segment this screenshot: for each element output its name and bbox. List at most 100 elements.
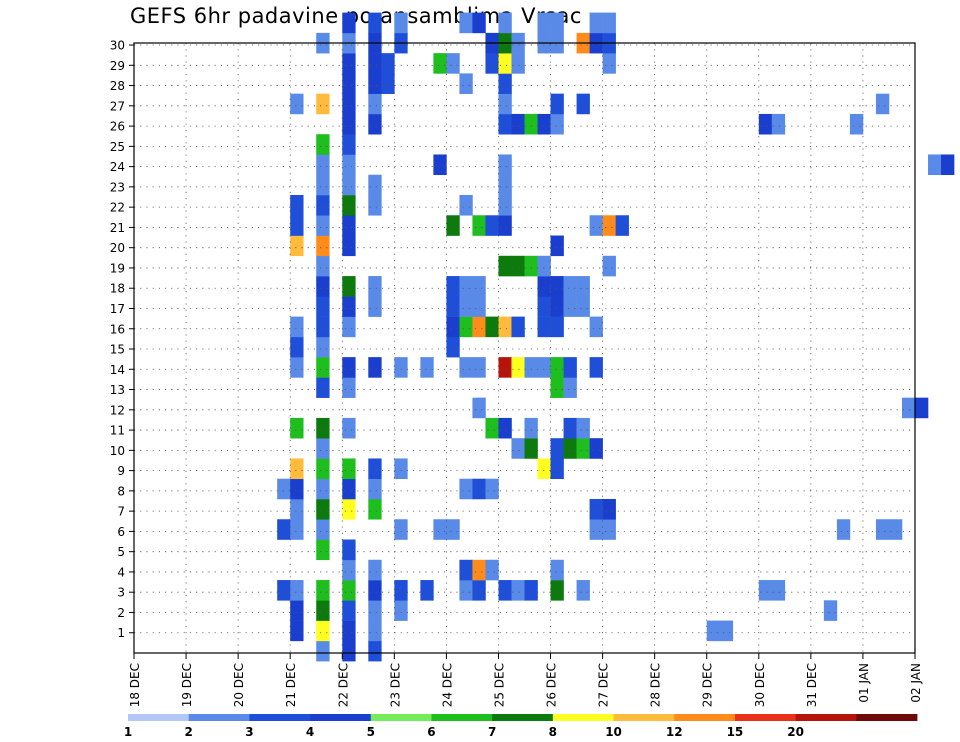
heatmap-cell (316, 478, 330, 500)
heatmap-cell (602, 519, 616, 540)
heatmap-cell (498, 93, 512, 115)
heatmap-cell (485, 316, 499, 338)
heatmap-cell (524, 357, 538, 378)
y-tick-label: 8 (117, 484, 125, 498)
heatmap-cell (381, 53, 395, 74)
heatmap-cell (290, 600, 304, 621)
heatmap-cell (368, 53, 382, 74)
heatmap-cells (277, 12, 955, 662)
heatmap-cell (498, 174, 512, 196)
heatmap-cell (277, 519, 291, 540)
heatmap-cell (511, 113, 525, 135)
heatmap-cell (941, 154, 955, 176)
heatmap-cell (498, 113, 512, 135)
heatmap-cell (368, 600, 382, 621)
y-tick-label: 20 (110, 241, 125, 255)
heatmap-cell (550, 276, 564, 297)
colorbar-label: 12 (666, 725, 683, 739)
y-tick-label: 12 (110, 403, 125, 417)
heatmap-cell (368, 93, 382, 115)
heatmap-cell (316, 336, 330, 358)
heatmap-cell (368, 12, 382, 34)
heatmap-cell (459, 296, 473, 317)
y-tick-label: 25 (110, 140, 125, 154)
heatmap-cell (602, 498, 616, 520)
heatmap-cell (316, 134, 330, 155)
heatmap-cell (316, 357, 330, 378)
heatmap-cell (459, 276, 473, 297)
heatmap-cell (576, 93, 590, 115)
heatmap-cell (446, 296, 460, 317)
y-tick-label: 28 (110, 79, 125, 93)
colorbar-swatch (613, 714, 675, 721)
heatmap-cell (602, 12, 616, 34)
heatmap-cell (290, 336, 304, 358)
heatmap-cell (589, 215, 603, 236)
heatmap-cell (563, 276, 577, 297)
heatmap-cell (316, 417, 330, 439)
heatmap-cell (446, 336, 460, 358)
heatmap-cell (589, 498, 603, 520)
heatmap-cell (316, 235, 330, 257)
y-tick-label: 1 (117, 626, 125, 640)
y-tick-label: 21 (110, 221, 125, 235)
x-tick-label: 27 DEC (597, 663, 611, 707)
heatmap-cell (901, 397, 916, 419)
colorbar-swatch (795, 714, 857, 721)
heatmap-cell (433, 519, 447, 540)
heatmap-cell (459, 580, 473, 601)
heatmap-cell (342, 113, 356, 135)
heatmap-cell (472, 397, 486, 419)
heatmap-cell (537, 113, 551, 135)
heatmap-cell (472, 276, 486, 297)
x-tick-label: 26 DEC (545, 663, 559, 707)
heatmap-cell (615, 215, 629, 236)
heatmap-cell (316, 93, 330, 115)
heatmap-cell (381, 73, 395, 94)
heatmap-cell (511, 580, 525, 601)
heatmap-cell (485, 417, 499, 439)
heatmap-cell (576, 438, 590, 459)
heatmap-cell (550, 357, 564, 378)
heatmap-cell (342, 194, 356, 216)
heatmap-cell (459, 559, 473, 581)
y-tick-label: 4 (117, 565, 125, 579)
heatmap-cell (576, 296, 590, 317)
heatmap-cell (498, 53, 512, 74)
heatmap-cell (524, 255, 538, 277)
colorbar-label: 4 (306, 725, 314, 739)
heatmap-cell (316, 215, 330, 236)
heatmap-cell (342, 154, 356, 176)
heatmap-cell (459, 73, 473, 94)
heatmap-cell (485, 478, 499, 500)
y-tick-label: 13 (110, 383, 125, 397)
y-tick-label: 29 (110, 59, 125, 73)
y-tick-label: 30 (110, 39, 125, 53)
heatmap-cell (563, 357, 577, 378)
heatmap-cell (290, 316, 304, 338)
heatmap-cell (368, 357, 382, 378)
heatmap-cell (316, 438, 330, 459)
colorbar-swatch (188, 714, 250, 721)
x-tick-label: 01 JAN (857, 663, 871, 703)
heatmap-cell (316, 640, 330, 662)
heatmap-cell (498, 580, 512, 601)
x-tick-label: 30 DEC (753, 663, 767, 707)
heatmap-cell (472, 316, 486, 338)
heatmap-cell (472, 580, 486, 601)
heatmap-cell (342, 377, 356, 398)
heatmap-cell (342, 235, 356, 257)
heatmap-cell (550, 377, 564, 398)
heatmap-cell (537, 276, 551, 297)
x-tick-label: 19 DEC (180, 663, 194, 707)
heatmap-cell (823, 600, 838, 621)
heatmap-cell (368, 73, 382, 94)
heatmap-cell (420, 580, 434, 601)
heatmap-cell (498, 316, 512, 338)
heatmap-cell (537, 12, 551, 34)
heatmap-cell (342, 357, 356, 378)
heatmap-cell (589, 519, 603, 540)
heatmap-cell (888, 519, 903, 540)
heatmap-cell (316, 498, 330, 520)
